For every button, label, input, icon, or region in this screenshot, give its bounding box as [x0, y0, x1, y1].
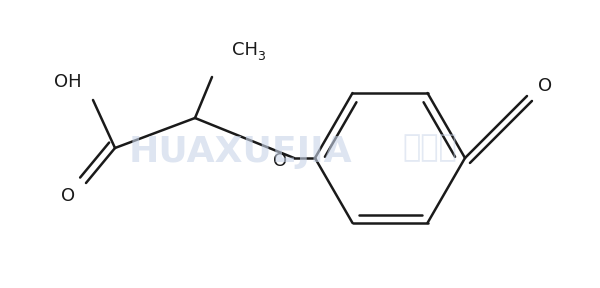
Text: O: O	[538, 77, 552, 95]
Text: HUAXUEJIA: HUAXUEJIA	[128, 135, 352, 169]
Text: CH: CH	[232, 41, 258, 59]
Text: O: O	[273, 152, 287, 170]
Text: O: O	[61, 187, 75, 205]
Text: OH: OH	[54, 73, 82, 91]
Text: 3: 3	[257, 50, 265, 63]
Text: 化学加: 化学加	[403, 134, 457, 162]
